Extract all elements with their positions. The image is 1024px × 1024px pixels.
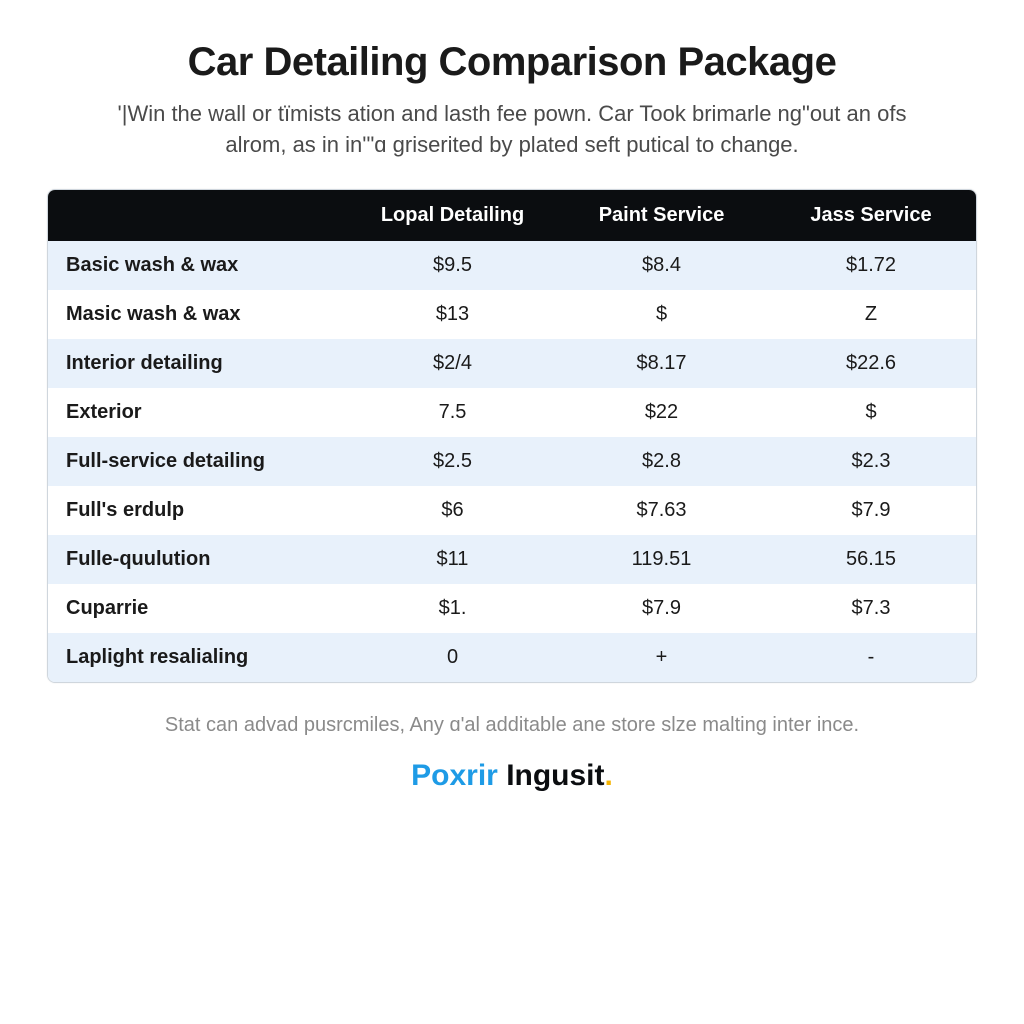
row-label: Full-service detailing [48, 437, 348, 486]
cell: 0 [348, 633, 557, 682]
row-label: Laplight resalialing [48, 633, 348, 682]
table-row: Interior detailing $2/4 $8.17 $22.6 [48, 339, 976, 388]
brand-part-1: Poxrir [411, 759, 506, 792]
col-header-1: Lopal Detailing [348, 190, 557, 241]
brand-dot: . [605, 759, 613, 792]
cell: 7.5 [348, 388, 557, 437]
row-label: Full's erdulp [48, 486, 348, 535]
cell: 56.15 [766, 535, 976, 584]
col-header-3: Jass Service [766, 190, 976, 241]
row-label: Fulle-quulution [48, 535, 348, 584]
cell: $8.4 [557, 241, 766, 290]
cell: $ [557, 290, 766, 339]
cell: $1. [348, 584, 557, 633]
brand-part-2: Ingusit [506, 759, 604, 792]
page: Car Detailing Comparison Package '|Win t… [0, 0, 1024, 1024]
table-row: Masic wash & wax $13 $ Z [48, 290, 976, 339]
table-row: Cuparrie $1. $7.9 $7.3 [48, 584, 976, 633]
cell: $6 [348, 486, 557, 535]
cell: $2.5 [348, 437, 557, 486]
table-row: Full's erdulp $6 $7.63 $7.9 [48, 486, 976, 535]
cell: $22.6 [766, 339, 976, 388]
row-label: Interior detailing [48, 339, 348, 388]
table-row: Fulle-quulution $11 119.51 56.15 [48, 535, 976, 584]
table-row: Full-service detailing $2.5 $2.8 $2.3 [48, 437, 976, 486]
cell: $2.3 [766, 437, 976, 486]
table-row: Laplight resalialing 0 + - [48, 633, 976, 682]
table-body: Basic wash & wax $9.5 $8.4 $1.72 Masic w… [48, 241, 976, 682]
comparison-table-wrap: Lopal Detailing Paint Service Jass Servi… [47, 189, 977, 683]
cell: $1.72 [766, 241, 976, 290]
row-label: Exterior [48, 388, 348, 437]
table-row: Exterior 7.5 $22 $ [48, 388, 976, 437]
cell: $ [766, 388, 976, 437]
cell: $22 [557, 388, 766, 437]
comparison-table: Lopal Detailing Paint Service Jass Servi… [48, 190, 976, 682]
cell: 119.51 [557, 535, 766, 584]
row-label: Cuparrie [48, 584, 348, 633]
page-subtitle: '|Win the wall or tïmists ation and last… [102, 99, 922, 161]
row-label: Masic wash & wax [48, 290, 348, 339]
row-label: Basic wash & wax [48, 241, 348, 290]
cell: $2.8 [557, 437, 766, 486]
cell: $7.3 [766, 584, 976, 633]
page-title: Car Detailing Comparison Package [188, 40, 837, 85]
table-header-row: Lopal Detailing Paint Service Jass Servi… [48, 190, 976, 241]
cell: $2/4 [348, 339, 557, 388]
col-header-2: Paint Service [557, 190, 766, 241]
cell: $13 [348, 290, 557, 339]
cell: $7.9 [557, 584, 766, 633]
cell: - [766, 633, 976, 682]
brand-logo: Poxrir Ingusit. [411, 759, 613, 793]
cell: $8.17 [557, 339, 766, 388]
cell: $9.5 [348, 241, 557, 290]
cell: $11 [348, 535, 557, 584]
cell: $7.63 [557, 486, 766, 535]
table-row: Basic wash & wax $9.5 $8.4 $1.72 [48, 241, 976, 290]
cell: Z [766, 290, 976, 339]
cell: + [557, 633, 766, 682]
cell: $7.9 [766, 486, 976, 535]
col-header-feature [48, 190, 348, 241]
footnote: Stat can advad pusrcmiles, Any ɑ'al addi… [165, 711, 859, 739]
